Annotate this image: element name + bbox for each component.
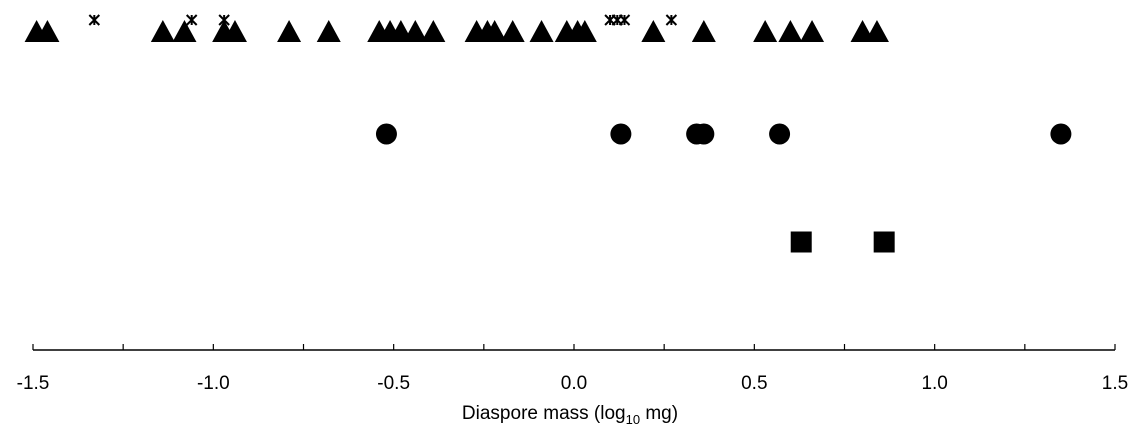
triangle-marker xyxy=(482,20,507,42)
triangle-marker xyxy=(35,20,60,42)
triangle-marker xyxy=(753,20,778,42)
asterisk-marker xyxy=(618,14,631,26)
triangle-marker xyxy=(316,20,341,42)
x-tick-label: -1.5 xyxy=(17,373,50,394)
x-tick-label: -0.5 xyxy=(377,373,410,394)
triangle-marker xyxy=(529,20,554,42)
x-tick-label: 1.0 xyxy=(921,373,947,394)
circle-marker xyxy=(1050,123,1072,145)
triangle-marker xyxy=(277,20,302,42)
x-tick-label: 1.5 xyxy=(1102,373,1128,394)
x-tick-label: 0.5 xyxy=(741,373,767,394)
x-tick-label: -1.0 xyxy=(197,373,230,394)
triangle-marker xyxy=(691,20,716,42)
x-tick-label: 0.0 xyxy=(561,373,587,394)
asterisk-marker xyxy=(665,14,678,26)
triangle-marker xyxy=(500,20,525,42)
asterisk-marker xyxy=(185,14,198,26)
square-marker xyxy=(873,231,895,253)
square-marker xyxy=(790,231,812,253)
plot-area xyxy=(24,14,1072,253)
x-axis-title: Diaspore mass (log10 mg) xyxy=(462,403,678,427)
triangle-marker xyxy=(222,20,247,42)
triangle-marker xyxy=(778,20,803,42)
triangle-marker xyxy=(150,20,175,42)
circle-marker xyxy=(375,123,397,145)
triangle-marker xyxy=(572,20,597,42)
circle-marker xyxy=(769,123,791,145)
triangle-marker xyxy=(864,20,889,42)
triangle-marker xyxy=(403,20,428,42)
triangle-marker xyxy=(172,20,197,42)
triangle-marker xyxy=(641,20,666,42)
circle-marker xyxy=(610,123,632,145)
circle-marker xyxy=(693,123,715,145)
triangle-marker xyxy=(421,20,446,42)
triangle-marker xyxy=(800,20,825,42)
asterisk-marker xyxy=(88,14,101,26)
asterisk-marker xyxy=(218,14,230,26)
x-axis-tick-labels: -1.5 -1.0 -0.5 0.0 0.5 1.0 1.5 xyxy=(17,373,1129,394)
x-axis-ticks xyxy=(32,344,1116,350)
